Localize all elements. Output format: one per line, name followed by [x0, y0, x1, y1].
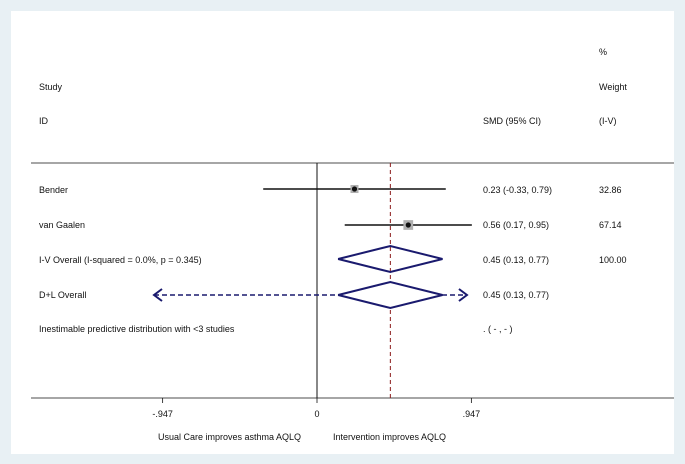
x-tick-label: 0 — [314, 409, 319, 419]
plot-area: % Study Weight ID SMD (95% CI) (I-V) Ben… — [11, 11, 674, 454]
forest-plot: % Study Weight ID SMD (95% CI) (I-V) Ben… — [31, 47, 674, 442]
study-label-bender: Bender — [39, 185, 68, 195]
iv-overall-ci: 0.45 (0.13, 0.77) — [483, 255, 549, 265]
dl-predictive-arrow-left — [152, 288, 163, 302]
header-id: ID — [39, 116, 49, 126]
dl-predictive-arrow-right — [458, 288, 469, 302]
dl-overall-ci: 0.45 (0.13, 0.77) — [483, 290, 549, 300]
x-tick-label: .947 — [463, 409, 481, 419]
study-point-estimate — [351, 186, 358, 192]
predictive-note-label: Inestimable predictive distribution with… — [39, 324, 235, 334]
study-ci-van-gaalen: 0.56 (0.17, 0.95) — [483, 220, 549, 230]
plot-marks — [152, 163, 472, 398]
study-label-van-gaalen: van Gaalen — [39, 220, 85, 230]
header-iv: (I-V) — [599, 116, 617, 126]
study-ci-bender: 0.23 (-0.33, 0.79) — [483, 185, 552, 195]
iv-overall-label: I-V Overall (I-squared = 0.0%, p = 0.345… — [39, 255, 202, 265]
header-study: Study — [39, 82, 63, 92]
study-weight-van-gaalen: 67.14 — [599, 220, 622, 230]
iv-overall-diamond — [337, 244, 443, 274]
header-smd: SMD (95% CI) — [483, 116, 541, 126]
x-tick-label: -.947 — [152, 409, 173, 419]
dl-overall-label: D+L Overall — [39, 290, 86, 300]
study-weight-bender: 32.86 — [599, 185, 622, 195]
dl-overall-diamond — [337, 280, 443, 310]
x-caption-left: Usual Care improves asthma AQLQ — [158, 432, 301, 442]
header-pct: % — [599, 47, 607, 57]
iv-overall-weight: 100.00 — [599, 255, 627, 265]
x-caption-right: Intervention improves AQLQ — [333, 432, 446, 442]
study-point-estimate — [405, 222, 411, 228]
predictive-note-ci: . ( - , - ) — [483, 324, 513, 334]
x-axis-ticks: -.947 0 .947 — [152, 398, 480, 419]
header-weight: Weight — [599, 82, 627, 92]
